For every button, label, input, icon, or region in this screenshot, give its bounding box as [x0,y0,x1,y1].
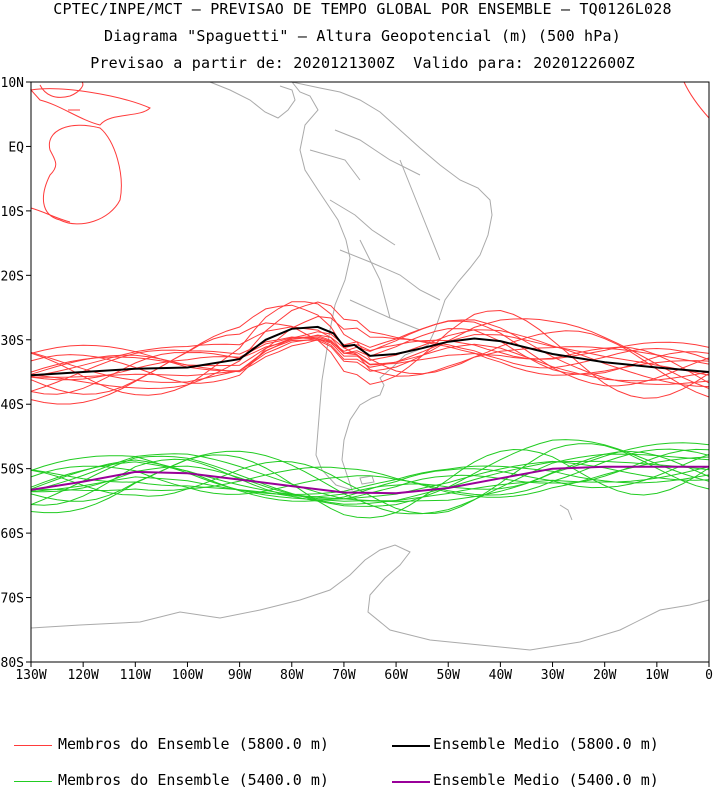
legend-swatch-mean-5800 [392,745,430,747]
member-5400-line [30,455,710,506]
lon-tick-label: 90W [228,668,252,683]
member-5800-line [30,334,710,392]
member-5800-line [30,318,710,389]
lat-tick-label: 70S [1,592,24,607]
member-5400-line [30,456,710,498]
tropical-contour-3 [30,207,71,223]
legend-swatch-mean-5400 [392,781,430,783]
lon-tick-label: 80W [280,668,304,683]
member-5800-line [30,337,710,372]
lat-tick-label: 20S [1,269,24,284]
tropical-contour-5 [683,81,710,119]
falkland-islands [359,475,375,485]
plot-frame [30,81,710,663]
lon-tick-label: 120W [67,668,98,683]
member-5800-line [30,315,710,384]
legend-swatch-members-5400 [14,781,52,782]
member-5400-line [30,453,710,502]
legend-label-members-5400: Membros do Ensemble (5400.0 m) [58,771,329,789]
lat-tick-label: 10N [1,76,24,91]
ensemble-mean-5400-line [30,465,709,495]
member-5400-line [30,448,710,519]
legend-label-members-5800: Membros do Ensemble (5800.0 m) [58,735,329,753]
lon-tick-label: 110W [120,668,151,683]
central-america-coast [209,81,296,119]
member-5800-line [30,320,710,387]
lat-tick-label: 40S [1,398,24,413]
member-5400-line [30,439,710,507]
south-america-coast [290,81,493,491]
ensemble-mean-5800-line [30,325,710,377]
member-5400-line [30,450,710,506]
country-borders [309,129,441,331]
lat-tick-label: 30S [1,334,24,349]
member-5400-line [30,443,710,515]
member-5400-line [30,442,710,503]
member-5800-line [30,309,710,399]
latitude-ticks: 10N EQ 10S 20S 30S 40S 50S 60S 70S 80S [1,76,31,671]
tropical-contour-4 [39,81,84,98]
lon-tick-label: 70W [332,668,356,683]
lat-tick-label: 50S [1,463,24,478]
lat-tick-label: 60S [1,527,24,542]
lon-tick-label: 40W [489,668,513,683]
lon-tick-label: 130W [15,668,46,683]
tropical-contours [30,81,710,225]
title-line-3: Previsao a partir de: 2020121300Z Valido… [90,54,635,72]
legend-swatch-members-5800 [14,745,52,746]
legend-label-mean-5400: Ensemble Medio (5400.0 m) [433,771,659,789]
member-5800-line [30,319,710,385]
lat-tick-label: 80S [1,656,24,671]
lon-tick-label: 10W [645,668,669,683]
lat-tick-label: 10S [1,205,24,220]
lon-tick-label: 100W [172,668,203,683]
south-georgia [559,504,573,521]
title-line-2: Diagrama "Spaguetti" — Altura Geopotenci… [104,27,621,45]
member-5400-line [30,465,710,496]
coastlines [30,81,710,651]
lat-tick-label: EQ [8,140,24,155]
antarctica-coast [30,544,710,651]
member-5800-line [30,301,710,390]
legend-label-mean-5800: Ensemble Medio (5800.0 m) [433,735,659,753]
longitude-ticks: 130W 120W 110W 100W 90W 80W 70W 60W 50W 40W 30W 20W… [15,662,713,683]
title-line-1: CPTEC/INPE/MCT — PREVISAO DE TEMPO GLOBA… [53,0,672,18]
member-5800-line [30,334,710,395]
lon-tick-label: 20W [593,668,617,683]
lon-tick-label: 30W [541,668,565,683]
member-5400-line [30,448,710,496]
lon-tick-label: 0 [705,668,713,683]
lon-tick-label: 60W [384,668,408,683]
member-5800-line [30,301,710,398]
tropical-contour-2 [42,124,122,225]
lon-tick-label: 50W [436,668,460,683]
